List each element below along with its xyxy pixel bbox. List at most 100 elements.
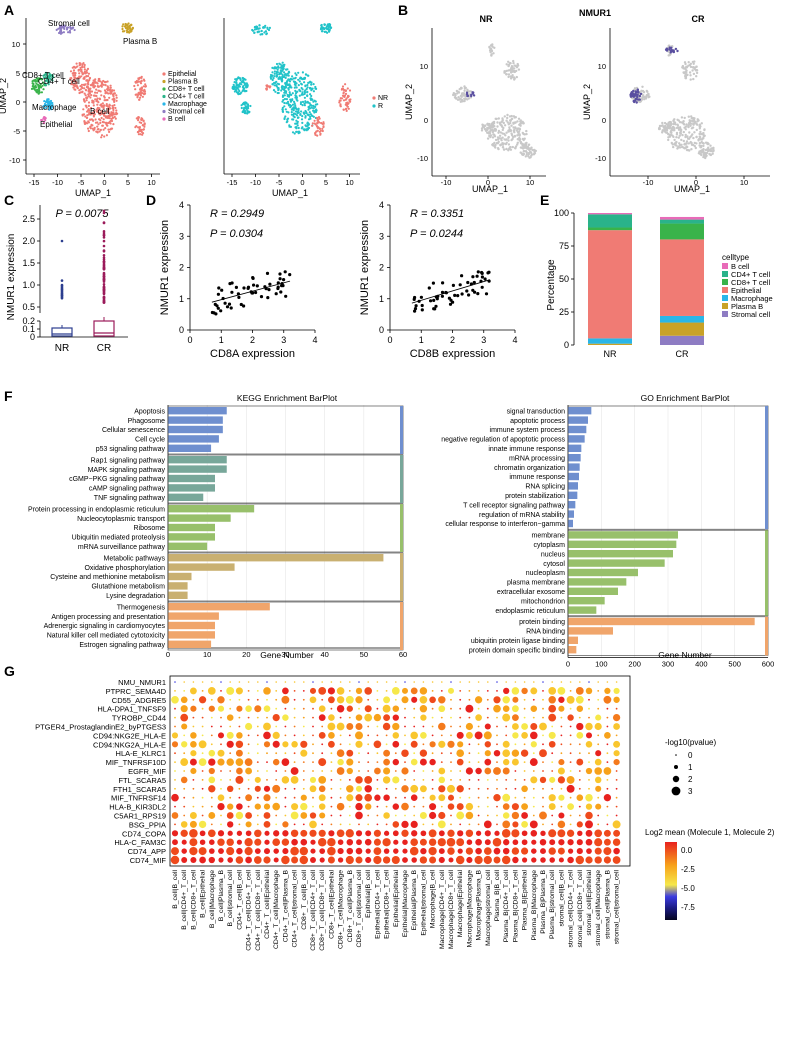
cell-grey xyxy=(529,151,532,154)
cell-epithelial xyxy=(109,122,112,125)
cell-grey xyxy=(512,61,515,65)
dotplot-dot xyxy=(569,823,572,826)
dotplot-dot xyxy=(281,838,290,846)
cell-grey xyxy=(667,138,670,142)
dotplot-dot xyxy=(229,770,232,772)
dotplot-dot xyxy=(438,856,445,864)
cell-grey xyxy=(677,136,680,139)
dotplot-dot xyxy=(588,761,590,763)
dotplot-dot xyxy=(588,716,590,719)
dotplot-dot xyxy=(284,796,287,799)
dotplot-dot xyxy=(201,707,204,710)
dotplot-dot xyxy=(198,847,207,856)
dotplot-dot xyxy=(220,690,222,692)
cell-nmur1 xyxy=(668,46,671,49)
dotplot-dot xyxy=(530,731,538,740)
cell-r xyxy=(246,84,249,87)
stack-segment xyxy=(660,223,704,240)
dotplot-dot xyxy=(431,690,434,692)
cell-nr xyxy=(322,122,325,125)
cell-macrophage xyxy=(47,103,50,106)
dotplot-dot xyxy=(560,805,563,808)
cell-r xyxy=(297,126,300,130)
cell-nmur1 xyxy=(672,49,675,52)
dotplot-dot xyxy=(512,705,519,713)
cell-epithelial xyxy=(72,86,75,89)
dotplot-dot xyxy=(284,725,287,728)
dotplot-dot xyxy=(578,752,581,755)
cell-epithelial xyxy=(85,71,88,74)
umap-a-xtick: 10 xyxy=(147,178,155,187)
cell-grey xyxy=(533,148,536,152)
outlier-cr xyxy=(102,272,106,276)
dotplot-dot xyxy=(339,743,342,746)
dotplot-dot xyxy=(171,695,179,704)
dotplot-dot xyxy=(192,805,195,808)
enrich-bar xyxy=(568,617,755,626)
dotplot-dot xyxy=(539,838,547,846)
dotplot-dot xyxy=(512,839,519,846)
enrich-bar xyxy=(168,621,215,630)
umap-a-ylabel: UMAP_2 xyxy=(0,78,8,114)
cell-grey xyxy=(505,141,508,144)
cell-r xyxy=(300,86,303,90)
cell-r xyxy=(286,72,289,75)
dotplot-dot xyxy=(220,743,222,746)
enrich-term: protein domain specific binding xyxy=(469,647,565,654)
cell-grey xyxy=(513,116,516,119)
dotplot-col-label: Epithelial|stromal_cell xyxy=(420,870,427,936)
dotplot-dot xyxy=(220,814,222,817)
dotplot-dot xyxy=(483,731,492,740)
dotplot-dot xyxy=(521,820,529,828)
dotplot-dot xyxy=(579,681,581,683)
dotplot-dot xyxy=(327,846,336,856)
umap-a-xtick: -10 xyxy=(250,178,261,187)
cell-r xyxy=(267,28,271,32)
cell-grey xyxy=(514,146,517,150)
cell-nr xyxy=(265,88,268,91)
legend-label: Plasma B xyxy=(731,302,763,311)
dotplot-dot xyxy=(483,847,492,855)
cell-r xyxy=(244,82,247,85)
cell-epithelial xyxy=(142,128,145,131)
dotplot-dot xyxy=(319,848,326,854)
dotplot-col-label: Epithelial|B_cell xyxy=(365,870,372,918)
dotplot-dot xyxy=(364,775,373,784)
cell-r xyxy=(241,76,244,80)
dotplot-dot xyxy=(263,731,271,740)
dotplot-dot xyxy=(549,776,556,783)
dotplot-dot xyxy=(309,696,317,704)
cell-r xyxy=(296,114,299,117)
cell-grey xyxy=(524,144,528,148)
scatter-point xyxy=(255,284,259,288)
cell-epithelial xyxy=(140,117,143,121)
dotplot-dot xyxy=(254,848,261,854)
cell-grey xyxy=(517,68,521,71)
cell-grey xyxy=(453,96,457,99)
cell-r xyxy=(258,24,261,27)
enrich-bar xyxy=(568,540,677,548)
enrich-xtick: 50 xyxy=(360,650,368,659)
enrich-bar xyxy=(168,572,192,581)
cell-grey xyxy=(701,141,704,145)
cell-nr xyxy=(314,123,317,126)
cell-grey xyxy=(690,115,693,118)
cell-epithelial xyxy=(103,135,106,138)
size-legend-label: 0 xyxy=(688,751,693,760)
cell-cd8 xyxy=(37,86,41,90)
dotplot-dot xyxy=(588,779,590,781)
dotplot-col-label: Epithelial|Plasma_B xyxy=(411,870,418,931)
dotplot-dot xyxy=(431,779,434,781)
dotplot-dot xyxy=(383,848,390,854)
cell-epithelial xyxy=(108,96,111,99)
umap-a-xtick: 0 xyxy=(102,178,106,187)
dotplot-col-label: CD4+_T_cell|CD4+_T_cell xyxy=(246,870,253,951)
cell-epithelial xyxy=(142,119,145,122)
cell-epithelial xyxy=(136,84,139,87)
dotplot-dot xyxy=(459,716,462,719)
dotplot-dot xyxy=(336,722,345,731)
cell-epithelial xyxy=(139,82,143,85)
dotplot-dot xyxy=(468,823,471,826)
dotplot-dot xyxy=(431,725,434,728)
dotplot-dot xyxy=(174,805,176,808)
